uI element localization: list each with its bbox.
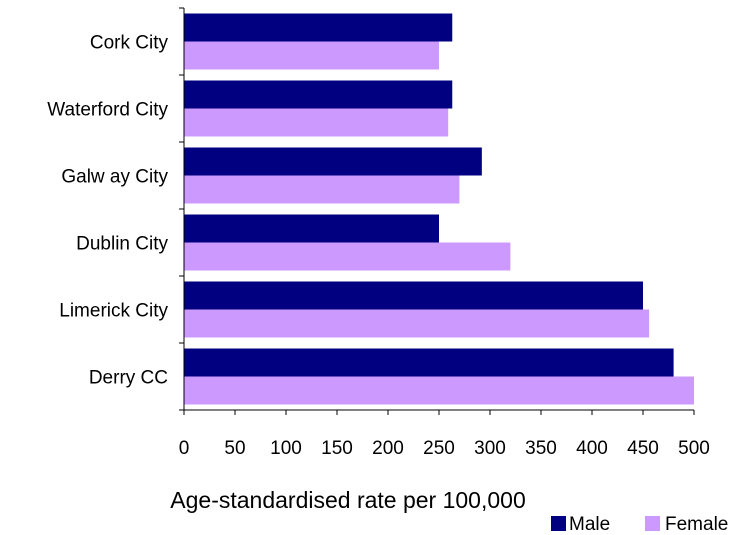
x-tick-label: 150 (321, 438, 353, 459)
bar-female-cork-city (184, 41, 439, 70)
x-tick-label: 450 (627, 438, 659, 459)
legend: Male Female (551, 514, 728, 535)
bar-female-galw-ay-city (184, 175, 460, 204)
category-label: Limerick City (59, 301, 168, 322)
category-label: Galw ay City (61, 167, 168, 188)
legend-label-female: Female (665, 514, 728, 535)
bar-female-derry-cc (184, 376, 694, 405)
category-label: Cork City (90, 33, 169, 54)
x-tick-label: 250 (423, 438, 455, 459)
legend-swatch-male (551, 516, 566, 531)
bar-female-dublin-city (184, 242, 511, 271)
bar-male-galw-ay-city (184, 147, 482, 176)
x-tick-label: 0 (179, 438, 190, 459)
x-tick-label: 200 (372, 438, 404, 459)
x-tick-label: 350 (525, 438, 557, 459)
category-label: Dublin City (76, 234, 168, 255)
category-label: Derry CC (89, 368, 168, 389)
x-tick-label: 400 (576, 438, 608, 459)
x-tick-label: 500 (678, 438, 710, 459)
category-label: Waterford City (47, 100, 168, 121)
category-labels: Cork City Waterford City Galw ay City Dubli… (47, 33, 168, 389)
bar-male-cork-city (184, 13, 453, 42)
bar-male-dublin-city (184, 214, 439, 243)
bar-male-derry-cc (184, 348, 674, 377)
bar-female-waterford-city (184, 108, 449, 137)
x-tick-label: 50 (224, 438, 245, 459)
x-tick-label: 100 (270, 438, 302, 459)
legend-swatch-female (645, 516, 660, 531)
bar-male-limerick-city (184, 281, 643, 310)
x-axis-label: Age-standardised rate per 100,000 (170, 487, 525, 513)
x-tick-labels: 0 50 100 150 200 250 300 350 400 450 500 (179, 410, 710, 459)
bar-female-limerick-city (184, 309, 650, 338)
bar-male-waterford-city (184, 80, 453, 109)
legend-label-male: Male (569, 514, 610, 535)
x-tick-label: 300 (474, 438, 506, 459)
bars-group (184, 13, 694, 405)
